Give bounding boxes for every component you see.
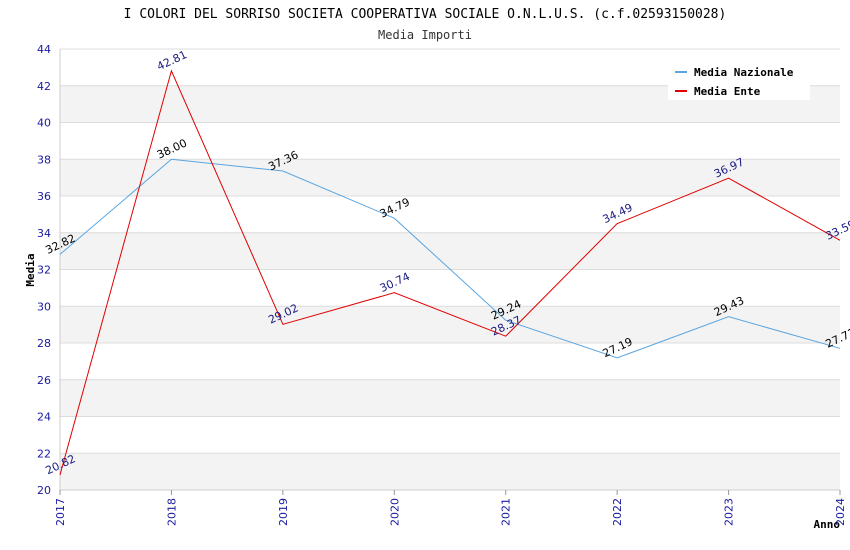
x-tick-label: 2019 xyxy=(277,498,290,526)
y-tick-label: 44 xyxy=(37,43,51,56)
y-axis-label: Media xyxy=(24,253,37,286)
grid-band xyxy=(60,453,840,490)
y-tick-label: 30 xyxy=(37,300,51,313)
legend: Media Nazionale Media Ente xyxy=(668,60,810,100)
y-tick-label: 20 xyxy=(37,484,51,497)
series-line-1 xyxy=(59,69,841,476)
grid-band xyxy=(60,379,840,417)
legend-background xyxy=(668,60,810,100)
x-tick-label: 2022 xyxy=(611,498,624,526)
grid-band xyxy=(60,306,840,343)
data-label: 33.59 xyxy=(823,218,850,243)
grid-band xyxy=(60,159,840,196)
data-label: 34.49 xyxy=(601,201,635,226)
y-tick-label: 40 xyxy=(37,117,51,130)
y-tick-label: 26 xyxy=(37,374,51,387)
series-line-0 xyxy=(59,158,841,359)
data-label: 38.00 xyxy=(155,137,189,162)
y-tick-label: 28 xyxy=(37,337,51,350)
legend-entry: Media Nazionale xyxy=(694,66,794,79)
grid-band xyxy=(60,232,840,270)
chart-subtitle: Media Importi xyxy=(378,28,472,42)
x-tick-label: 2021 xyxy=(500,498,513,526)
x-tick-label: 2018 xyxy=(165,498,178,526)
x-tick-label: 2023 xyxy=(723,498,736,526)
grid-bands xyxy=(60,85,840,490)
y-tick-label: 36 xyxy=(37,190,51,203)
y-tick-labels: 20 22 24 26 28 30 32 34 36 38 40 42 44 xyxy=(37,43,51,497)
x-tick-label: 2024 xyxy=(834,498,847,526)
y-tick-label: 24 xyxy=(37,411,51,424)
legend-entry: Media Ente xyxy=(694,85,761,98)
axes xyxy=(59,49,841,495)
data-label: 30.74 xyxy=(378,270,412,295)
x-tick-label: 2020 xyxy=(388,498,401,526)
y-tick-label: 38 xyxy=(37,153,51,166)
x-axis-label: Anno xyxy=(814,518,841,531)
x-tick-labels: 2017 2018 2019 2020 2021 2022 2023 2024 xyxy=(54,498,847,526)
y-tick-label: 32 xyxy=(37,264,51,277)
x-tick-label: 2017 xyxy=(54,498,67,526)
data-label: 42.81 xyxy=(155,48,189,73)
data-label: 34.79 xyxy=(378,196,412,221)
y-tick-label: 34 xyxy=(37,227,51,240)
chart-title: I COLORI DEL SORRISO SOCIETA COOPERATIVA… xyxy=(124,7,727,22)
series-lines xyxy=(59,69,841,476)
y-tick-label: 42 xyxy=(37,80,51,93)
y-tick-label: 22 xyxy=(37,447,51,460)
